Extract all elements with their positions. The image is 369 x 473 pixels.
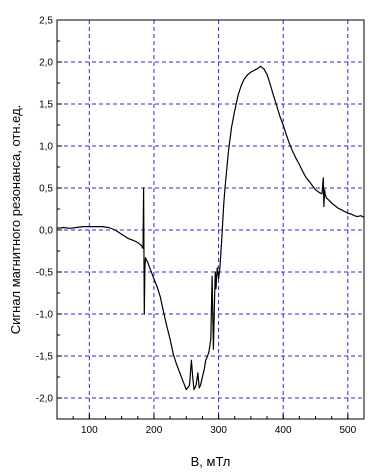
x-tick-label: 100 bbox=[81, 425, 98, 436]
y-tick-label: 1,0 bbox=[39, 142, 53, 153]
x-tick-label: 500 bbox=[339, 425, 356, 436]
grid-lines bbox=[57, 20, 364, 419]
y-axis-label: Сигнал магнитного резонанса, отн.ед. bbox=[8, 105, 23, 335]
tick-labels: 100 200 300 400 500 2,5 2,0 1,5 1,0 0,5 0,0 -0,5 -1,… bbox=[36, 16, 357, 437]
y-tick-label: -2,0 bbox=[36, 394, 54, 405]
y-tick-label: 2,0 bbox=[39, 58, 53, 69]
plot-frame bbox=[56, 19, 365, 420]
x-tick-label: 300 bbox=[210, 425, 227, 436]
series-line bbox=[56, 65, 365, 391]
y-tick-label: -1,0 bbox=[36, 310, 54, 321]
x-tick-label: 400 bbox=[275, 425, 292, 436]
y-tick-label: 0,0 bbox=[39, 226, 53, 237]
y-tick-label: -0,5 bbox=[36, 268, 54, 279]
y-tick-label: 2,5 bbox=[39, 16, 53, 27]
axis-ticks bbox=[56, 19, 365, 420]
x-tick-label: 200 bbox=[146, 425, 163, 436]
y-tick-label: -1,5 bbox=[36, 352, 54, 363]
y-tick-label: 1,5 bbox=[39, 100, 53, 111]
x-axis-label: B, мТл bbox=[191, 454, 231, 469]
y-tick-label: 0,5 bbox=[39, 184, 53, 195]
